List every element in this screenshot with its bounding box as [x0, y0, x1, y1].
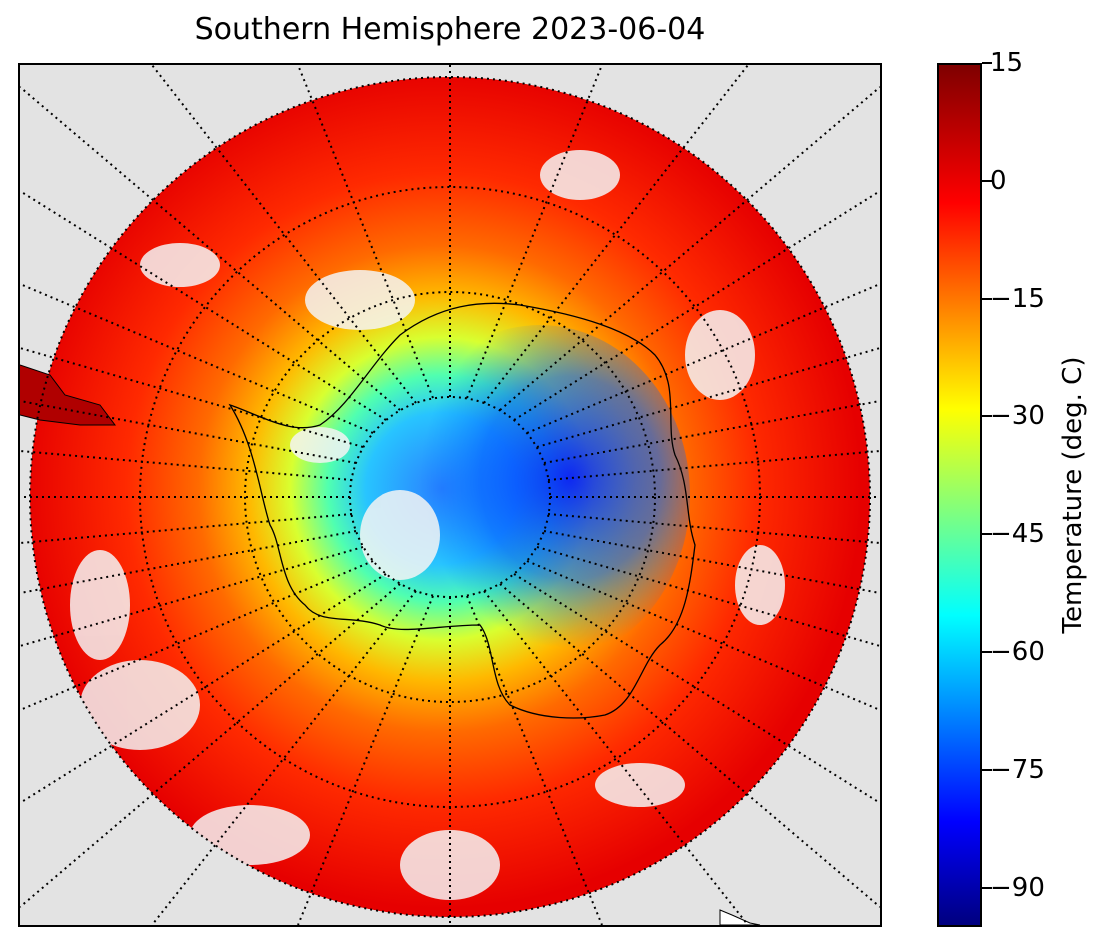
polar-map	[18, 63, 882, 927]
colorbar-tick-label: 15	[990, 48, 1024, 78]
colorbar-tick-label: −75	[990, 754, 1045, 785]
polar-map-canvas	[20, 65, 880, 925]
colorbar-tick	[982, 651, 992, 654]
colorbar-tick-label: −30	[990, 401, 1045, 432]
colorbar-tick	[982, 886, 992, 889]
new-zealand-coastline	[719, 909, 761, 925]
colorbar-tick-label: −45	[990, 519, 1045, 550]
south-america-coastline	[20, 364, 116, 426]
map-title: Southern Hemisphere 2023-06-04	[194, 12, 706, 47]
colorbar-tick	[982, 297, 992, 300]
colorbar-tick	[982, 179, 992, 182]
colorbar-tick	[982, 533, 992, 536]
colorbar-label: Temperature (deg. C)	[1058, 356, 1088, 634]
colorbar-tick-label: −15	[990, 283, 1045, 314]
colorbar-tick	[982, 62, 992, 64]
meridian-lines	[20, 65, 880, 925]
colorbar-tick	[982, 415, 992, 418]
colorbar-tick-label: −60	[990, 637, 1045, 668]
colorbar-tick	[982, 768, 992, 771]
colorbar-tick-label: 0	[990, 165, 1007, 196]
colorbar	[937, 63, 982, 927]
colorbar-tick-label: −90	[990, 872, 1045, 903]
